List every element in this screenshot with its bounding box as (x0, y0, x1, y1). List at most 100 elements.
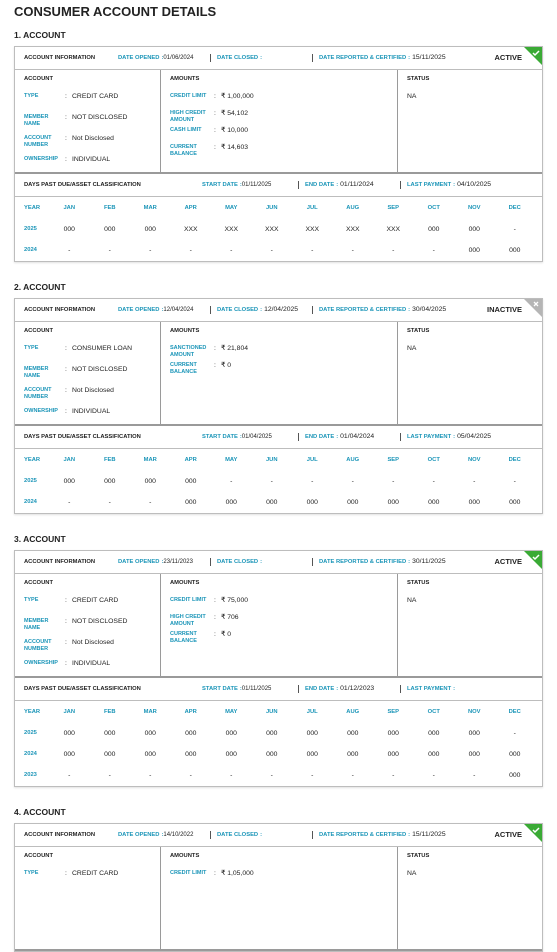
field-label: LAST PAYMENT (407, 686, 452, 692)
dpd-cell: - (68, 247, 71, 254)
status-column: STATUS NA (398, 322, 542, 424)
month-header: MAR (143, 205, 157, 211)
account-card: ACCOUNT INFORMATION DATE OPENED:14/10/202… (14, 823, 543, 952)
dpd-cell: 000 (144, 226, 156, 233)
field-value: CREDIT CARD (72, 93, 119, 100)
amounts-column: AMOUNTS SANCTIONED AMOUNT: ₹ 21,804 CURRENT… (161, 322, 398, 424)
month-header: MAY (225, 457, 238, 463)
column-header: ACCOUNT (24, 328, 53, 334)
field-label: LAST PAYMENT (407, 182, 452, 188)
dpd-cell: 000 (225, 730, 237, 737)
field-label: DATE OPENED (118, 559, 160, 565)
field-label: LAST PAYMENT (407, 434, 452, 440)
account-card: ACCOUNT INFORMATION DATE OPENED:23/11/202… (14, 550, 543, 787)
field-group: LAST PAYMENT:04/10/2025 (400, 181, 491, 189)
separator: : (65, 387, 67, 394)
field-value: 01/11/2025 (241, 686, 272, 692)
year-cell: 2025 (24, 478, 37, 484)
badge-corner (524, 299, 542, 317)
dpd-cell: - (108, 499, 111, 506)
dpd-cell: 000 (63, 226, 75, 233)
separator: : (239, 182, 242, 188)
amount-row: CREDIT LIMIT: ₹ 75,000 (170, 597, 388, 614)
dpd-cell: - (392, 478, 395, 485)
separator: : (214, 597, 216, 604)
page: CONSUMER ACCOUNT DETAILS 1. ACCOUNT ACCOU… (14, 4, 543, 952)
separator: : (408, 55, 411, 61)
field-row: TYPE: CREDIT CARD (24, 597, 151, 618)
year-header: YEAR (24, 457, 41, 463)
separator: : (65, 408, 67, 415)
field-value: NOT DISCLOSED (72, 618, 128, 625)
separator: : (260, 307, 263, 313)
dpd-cell: - (149, 247, 152, 254)
month-header: AUG (346, 457, 360, 463)
field-label: TYPE (24, 93, 39, 99)
dpd-cell: 000 (428, 226, 440, 233)
dpd-cell: 000 (468, 226, 480, 233)
year-cell: 2024 (24, 499, 37, 505)
field-label: DATE OPENED (118, 832, 160, 838)
amount-label: CREDIT LIMIT (170, 870, 207, 876)
amount-row: SANCTIONED AMOUNT: ₹ 21,804 (170, 345, 388, 362)
separator: : (260, 559, 263, 565)
field-group: DATE CLOSED: (210, 831, 262, 839)
dpd-table: YEAR JAN FEB MAR APR MAY JUN JUL AUG SEP OCT NOV DEC… (15, 197, 542, 261)
dpd-cell: - (311, 478, 314, 485)
dpd-cell: 000 (266, 730, 278, 737)
status-badge: ACTIVE (494, 830, 522, 839)
amount-row: HIGH CREDIT AMOUNT: ₹ 706 (170, 614, 388, 631)
year-cell: 2023 (24, 772, 37, 778)
field-label: DATE OPENED (118, 55, 160, 61)
separator: : (65, 660, 67, 667)
dpd-cell: XXX (183, 226, 198, 233)
dpd-cell: 000 (104, 478, 116, 485)
dpd-cell: 000 (104, 226, 116, 233)
separator: : (161, 55, 164, 61)
month-header: SEP (387, 457, 400, 463)
amount-row: CURRENT BALANCE: ₹ 14,603 (170, 144, 388, 161)
account-column: ACCOUNT TYPE: CONSUMER LOAN MEMBER NAME: NOT… (15, 322, 161, 424)
dpd-cell: 000 (144, 478, 156, 485)
year-cell: 2024 (24, 247, 37, 253)
month-header: MAR (143, 457, 157, 463)
separator: : (161, 307, 164, 313)
dpd-cell: - (311, 772, 314, 779)
field-value: INDIVIDUAL (72, 660, 111, 667)
dpd-cell: - (392, 247, 395, 254)
month-header: NOV (467, 205, 481, 211)
field-group: END DATE:01/11/2024 (298, 181, 374, 189)
amounts-column: AMOUNTS CREDIT LIMIT: ₹ 1,05,000 (161, 847, 398, 949)
separator: : (336, 686, 339, 692)
field-row: MEMBER NAME: NOT DISCLOSED (24, 618, 151, 639)
separator: : (65, 618, 67, 625)
field-group: LAST PAYMENT:05/04/2025 (400, 433, 491, 441)
field-label: ACCOUNT NUMBER (24, 639, 52, 652)
field-group: DATE REPORTED & CERTIFIED:30/11/2025 (312, 558, 446, 566)
field-label: START DATE (202, 686, 238, 692)
field-label: ACCOUNT NUMBER (24, 387, 52, 400)
dpd-cell: - (68, 499, 71, 506)
amount-label: CURRENT BALANCE (170, 362, 197, 375)
field-label: OWNERSHIP (24, 408, 58, 414)
month-header: APR (184, 205, 197, 211)
year-cell: 2025 (24, 226, 37, 232)
account-heading: 4. ACCOUNT (14, 807, 66, 817)
separator: : (161, 559, 164, 565)
separator: : (260, 832, 263, 838)
dpd-bar: DAYS PAST DUE/ASSET CLASSIFICATION START … (15, 678, 542, 701)
info-bar: ACCOUNT INFORMATION DATE OPENED:14/10/202… (15, 824, 542, 847)
field-value: 01/06/2024 (163, 55, 194, 61)
field-row: TYPE: CREDIT CARD (24, 93, 151, 114)
column-header: ACCOUNT (24, 580, 53, 586)
month-header: OCT (427, 205, 440, 211)
separator: : (214, 631, 216, 638)
month-header: NOV (467, 457, 481, 463)
column-header: STATUS (407, 76, 430, 82)
field-value: Not Disclosed (72, 135, 114, 142)
separator: : (214, 144, 216, 151)
info-title: ACCOUNT INFORMATION (24, 832, 96, 838)
separator: : (239, 686, 242, 692)
field-row: ACCOUNT NUMBER: Not Disclosed (24, 387, 151, 408)
dpd-cell: 000 (428, 499, 440, 506)
